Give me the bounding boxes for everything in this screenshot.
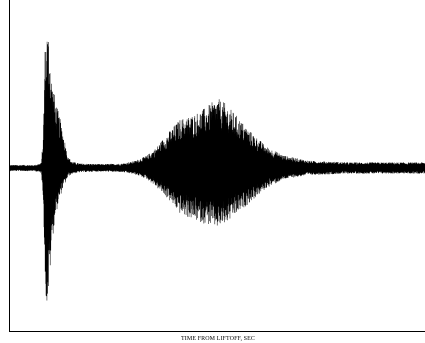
x-axis-label: TIME FROM LIFTOFF, SEC xyxy=(181,336,255,342)
series-waveform xyxy=(9,41,425,301)
plot-area xyxy=(9,41,425,301)
axis-frame xyxy=(9,0,425,332)
